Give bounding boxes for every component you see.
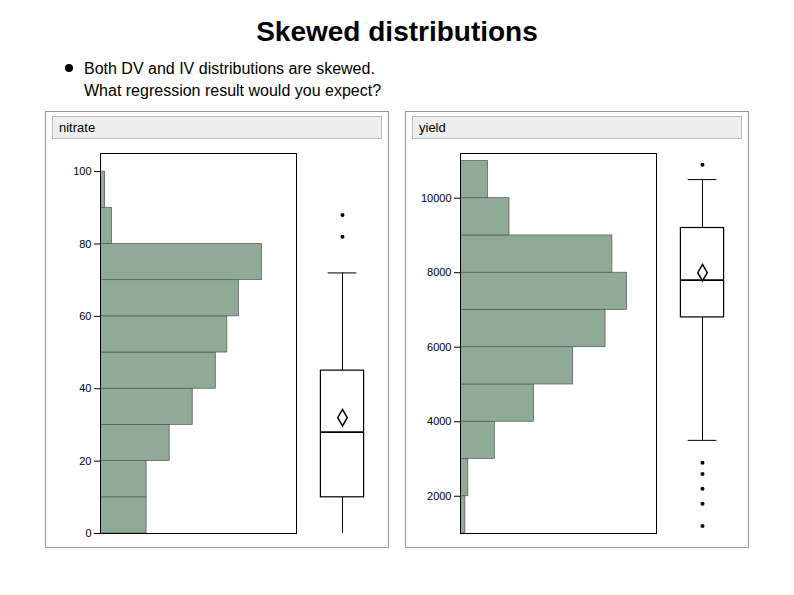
svg-text:10000: 10000 <box>421 192 452 204</box>
svg-text:80: 80 <box>79 238 91 250</box>
svg-text:40: 40 <box>79 382 91 394</box>
html-text:nitrate: nitrate <box>59 120 96 136</box>
svg-text:100: 100 <box>73 165 91 177</box>
html-text:Skewed distributions: Skewed distributions <box>256 16 538 47</box>
svg-text:4000: 4000 <box>427 415 451 427</box>
svg-text:60: 60 <box>79 310 91 322</box>
svg-text:20: 20 <box>79 455 91 467</box>
html-text:What regression result would y: What regression result would you expect? <box>84 81 381 99</box>
svg-text:2000: 2000 <box>427 490 451 502</box>
html-text:yield: yield <box>419 120 446 136</box>
svg-text:8000: 8000 <box>427 266 451 278</box>
html-text:Both DV and IV distributions a: Both DV and IV distributions are skewed. <box>84 60 375 77</box>
svg-text:6000: 6000 <box>427 341 451 353</box>
svg-text:0: 0 <box>85 527 91 539</box>
